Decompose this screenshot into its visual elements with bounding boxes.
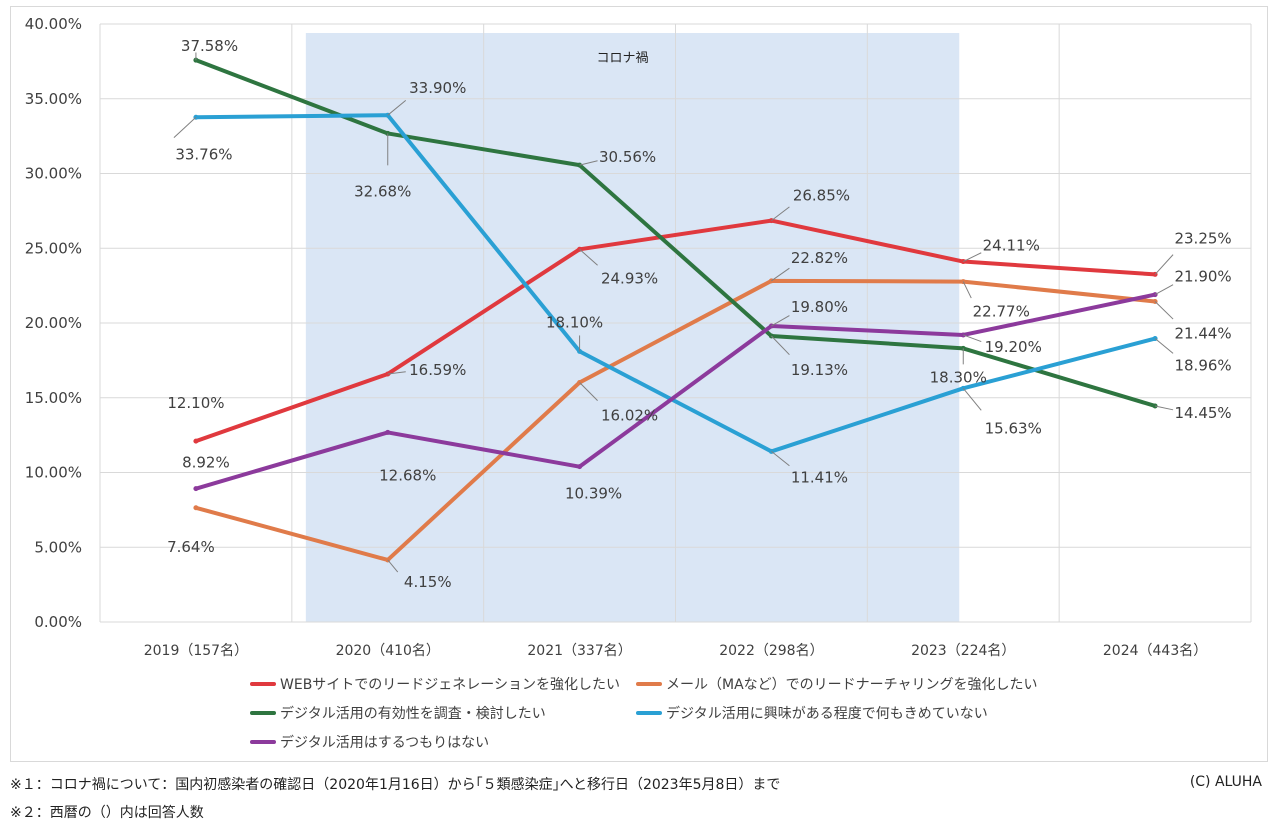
leader-line [579, 160, 598, 166]
y-tick-label: 10.00% [25, 464, 82, 482]
data-label: 16.02% [601, 407, 658, 425]
data-label: 12.68% [379, 466, 436, 484]
data-label: 10.39% [565, 485, 622, 503]
legend-swatch [250, 711, 276, 715]
data-label: 32.68% [354, 182, 411, 200]
data-label: 8.92% [182, 454, 230, 472]
data-label: 16.59% [409, 361, 466, 379]
x-tick-label: 2019（157名） [144, 643, 248, 659]
legend-item-no-digital: デジタル活用はするつもりはない [250, 732, 489, 752]
leader-line [962, 388, 982, 411]
leader-line [1154, 405, 1174, 411]
data-label: 33.90% [409, 79, 466, 97]
x-tick-label: 2023（224名） [911, 643, 1015, 659]
data-label: 24.93% [601, 269, 658, 287]
leader-line [579, 248, 598, 266]
data-label: 19.80% [791, 298, 848, 316]
leader-line [1154, 254, 1174, 275]
x-tick-label: 2024（443名） [1103, 643, 1207, 659]
data-label: 11.41% [791, 468, 848, 486]
data-label: 21.44% [1174, 324, 1231, 342]
data-label: 21.90% [1174, 268, 1231, 286]
y-tick-label: 40.00% [25, 15, 82, 33]
y-tick-label: 30.00% [25, 165, 82, 183]
leader-line [771, 267, 790, 282]
y-tick-label: 20.00% [25, 314, 82, 332]
series-line [193, 113, 1158, 454]
x-tick-label: 2022（298名） [719, 643, 823, 659]
y-tick-label: 35.00% [25, 90, 82, 108]
data-label: 14.45% [1174, 404, 1231, 422]
leader-line [771, 315, 790, 327]
y-tick-label: 15.00% [25, 389, 82, 407]
data-label: 30.56% [599, 148, 656, 166]
copyright-text: (C) ALUHA [1189, 774, 1262, 790]
leader-line [579, 382, 598, 402]
data-point [193, 486, 199, 492]
legend-label: メール（MAなど）でのリードナーチャリングを強化したい [666, 677, 1038, 693]
footnote-covid-period: ※１：コロナ禍について：国内初感染者の確認日（2020年1月16日）から｢５類感… [10, 777, 781, 793]
y-tick-label: 5.00% [34, 538, 82, 556]
legend-swatch [636, 711, 662, 715]
leader-line [1154, 301, 1174, 320]
leader-line [963, 334, 982, 343]
data-label: 33.76% [175, 145, 232, 163]
data-label: 18.30% [930, 368, 987, 386]
series-line [193, 278, 1158, 562]
leader-line [387, 371, 406, 375]
leader-line [387, 99, 407, 116]
leader-line [387, 559, 399, 573]
data-point [193, 505, 199, 511]
data-label: 37.58% [181, 37, 238, 55]
series-line [193, 218, 1158, 444]
footnote-respondents: ※２：西暦の（）内は回答人数 [10, 805, 204, 821]
covid-period-label: コロナ禍 [597, 50, 649, 66]
covid-period-shade [305, 33, 960, 622]
legend-item-digital-interest: デジタル活用に興味がある程度で何もきめていない [636, 703, 988, 723]
leader-line [963, 252, 982, 263]
chart-frame [10, 6, 1268, 762]
data-point [385, 429, 391, 435]
data-point [193, 438, 199, 444]
legend-item-mail-nurturing: メール（MAなど）でのリードナーチャリングを強化したい [636, 674, 1038, 694]
x-tick-label: 2021（337名） [527, 643, 631, 659]
legend-item-web-leadgen: WEBサイトでのリードジェネレーションを強化したい [250, 674, 620, 694]
data-label: 26.85% [793, 187, 850, 205]
leader-line [771, 451, 790, 467]
leader-line [1154, 338, 1174, 354]
leader-line [1154, 284, 1174, 296]
data-label: 15.63% [985, 419, 1042, 437]
legend-item-digital-research: デジタル活用の有効性を調査・検討したい [250, 703, 546, 723]
data-label: 22.77% [973, 303, 1030, 321]
leader-line [962, 281, 972, 299]
data-label: 4.15% [404, 573, 452, 591]
line-chart: コロナ禍 0.00% 5.00% 10.00% 15.00% 20.00% 25.00% 3… [25, 15, 1252, 659]
data-label: 7.64% [167, 538, 215, 556]
leader-line [771, 335, 790, 356]
leader-line [173, 116, 197, 139]
legend-swatch [636, 682, 662, 686]
series-line [193, 58, 1158, 408]
y-tick-label: 0.00% [34, 613, 82, 631]
legend-label: デジタル活用はするつもりはない [280, 735, 490, 751]
legend-label: デジタル活用に興味がある程度で何もきめていない [666, 706, 988, 722]
legend-swatch [250, 682, 276, 686]
data-point [577, 464, 583, 470]
legend-swatch [250, 740, 276, 744]
x-tick-label: 2020（410名） [336, 643, 440, 659]
data-label: 22.82% [791, 249, 848, 267]
data-label: 23.25% [1174, 229, 1231, 247]
data-label: 19.20% [985, 338, 1042, 356]
data-label: 12.10% [167, 394, 224, 412]
data-label: 18.96% [1174, 357, 1231, 375]
leader-line [771, 206, 790, 221]
data-label: 18.10% [546, 313, 603, 331]
legend-label: WEBサイトでのリードジェネレーションを強化したい [280, 677, 621, 693]
legend-label: デジタル活用の有効性を調査・検討したい [280, 706, 546, 722]
series-line [193, 292, 1158, 491]
data-label: 19.13% [791, 361, 848, 379]
y-tick-label: 25.00% [25, 239, 82, 257]
data-label: 24.11% [983, 237, 1040, 255]
